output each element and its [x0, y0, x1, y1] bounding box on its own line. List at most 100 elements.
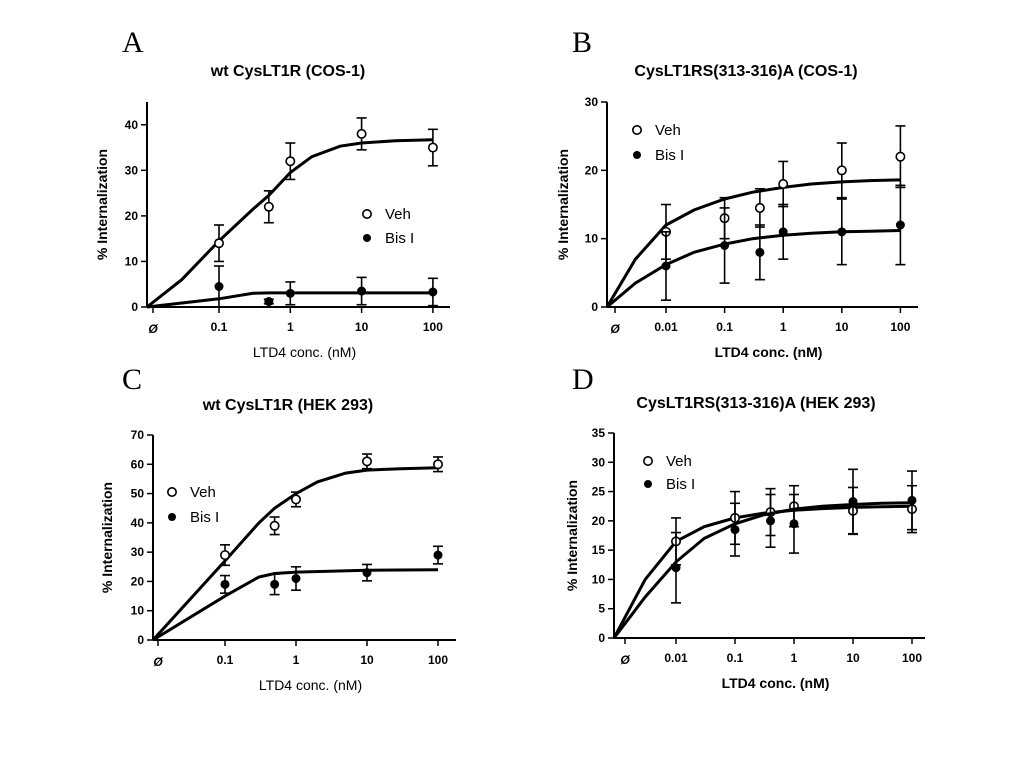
legend-label: Veh: [190, 484, 216, 501]
fit-curve: [612, 504, 913, 639]
legend-label: Bis I: [190, 509, 219, 526]
y-tick-label: 40: [131, 516, 145, 530]
fit-curve: [606, 229, 901, 309]
x-axis-label: LTD4 conc. (nM): [253, 344, 356, 360]
legend-marker: [363, 234, 371, 242]
panel-c: Cwt CysLT1R (HEK 293) 0 10 20 30 40 50 60 70 Ø 0.1…: [99, 363, 456, 693]
y-tick-label: 50: [131, 487, 145, 501]
data-point: [361, 456, 372, 467]
y-tick-label: 30: [592, 455, 606, 469]
series-bis-i: [606, 184, 906, 309]
y-tick-label: 10: [125, 254, 139, 268]
data-point: [214, 238, 225, 249]
legend-entry: Bis I: [644, 476, 695, 493]
data-point: [269, 520, 280, 531]
y-tick-label: 0: [591, 300, 598, 314]
y-tick-label: 0: [137, 633, 144, 647]
series-veh: [151, 453, 443, 642]
y-tick-label: 30: [125, 163, 139, 177]
data-point: [432, 459, 443, 470]
data-point: [264, 297, 274, 307]
data-point: [836, 165, 847, 176]
y-tick-label: 20: [131, 574, 145, 588]
x-tick-label: 1: [791, 651, 798, 665]
x-tick-label: 0.1: [727, 651, 744, 665]
data-point: [285, 156, 296, 167]
legend-marker: [644, 480, 652, 488]
x-tick-label: 0.1: [716, 320, 733, 334]
data-point: [433, 550, 443, 560]
panel-b: B CysLT1RS(313-316)A (COS-1) 0 10 20 30 Ø 0.01 0…: [555, 26, 918, 360]
y-axis-label: % Internalization: [99, 482, 115, 593]
x-axis-label: LTD4 conc. (nM): [715, 344, 823, 360]
series-bis-i: [146, 265, 438, 309]
y-tick-label: 20: [585, 163, 599, 177]
panel-title: wt CysLT1R (HEK 293): [202, 397, 373, 414]
legend-label: Bis I: [655, 147, 684, 164]
fit-curve: [612, 501, 913, 639]
legend-entry: Bis I: [633, 147, 684, 164]
x-tick-label-zero: Ø: [610, 322, 620, 336]
legend-marker: [167, 486, 178, 497]
y-tick-label: 70: [131, 428, 145, 442]
data-point: [362, 568, 372, 578]
data-point: [907, 495, 917, 505]
legend-label: Bis I: [666, 476, 695, 493]
legend-entry: Veh: [642, 453, 692, 470]
panel-title: wt CysLT1R (COS-1): [210, 63, 365, 80]
y-tick-label: 0: [598, 631, 605, 645]
data-point: [357, 286, 367, 296]
panel-letter: D: [572, 363, 594, 396]
data-point: [214, 282, 224, 291]
data-point: [730, 525, 740, 535]
x-tick-label: 10: [846, 651, 860, 665]
data-point: [755, 247, 765, 257]
x-tick-label: 100: [902, 651, 922, 665]
y-axis-label: % Internalization: [555, 149, 571, 260]
data-point: [428, 287, 438, 297]
x-tick-label-zero: Ø: [620, 653, 630, 667]
x-tick-label: 0.1: [211, 320, 228, 334]
x-tick-label: 0.01: [664, 651, 688, 665]
data-point: [270, 579, 280, 589]
y-axis-label: % Internalization: [94, 149, 110, 260]
legend-marker: [642, 455, 653, 466]
data-point: [837, 227, 847, 237]
data-point: [754, 202, 765, 213]
data-point: [778, 179, 789, 190]
y-tick-label: 20: [125, 209, 139, 223]
data-point: [661, 261, 671, 271]
data-point: [766, 516, 776, 526]
x-axis-label: LTD4 conc. (nM): [722, 675, 830, 691]
fit-curve: [151, 466, 439, 642]
data-point: [291, 574, 301, 583]
data-point: [720, 241, 730, 250]
x-tick-label: 10: [360, 653, 374, 667]
y-tick-label: 10: [585, 232, 599, 246]
legend-entry: Veh: [361, 206, 411, 223]
data-point: [895, 151, 906, 162]
legend-entry: Veh: [167, 484, 216, 501]
x-tick-label: 100: [428, 653, 448, 667]
x-tick-label: 0.1: [217, 653, 234, 667]
x-tick-label: 100: [423, 320, 443, 334]
data-point: [263, 201, 274, 212]
legend-marker: [631, 125, 642, 136]
data-point: [356, 128, 367, 139]
x-tick-label: 1: [287, 320, 294, 334]
panel-title: CysLT1RS(313-316)A (COS-1): [634, 63, 857, 80]
x-tick-label-zero: Ø: [148, 322, 158, 336]
legend-marker: [361, 209, 372, 220]
y-tick-label: 0: [131, 300, 138, 314]
legend-marker: [633, 151, 641, 159]
y-tick-label: 25: [592, 485, 606, 499]
data-point: [895, 220, 905, 230]
data-point: [789, 519, 799, 529]
panel-a: Awt CysLT1R (COS-1) 0 10 20 30 40 Ø 0.1 1 10 100 LT…: [94, 26, 450, 360]
data-point: [290, 494, 301, 505]
x-tick-label: 1: [293, 653, 300, 667]
y-tick-label: 10: [131, 604, 145, 618]
y-tick-label: 60: [131, 457, 145, 471]
data-point: [285, 288, 295, 298]
